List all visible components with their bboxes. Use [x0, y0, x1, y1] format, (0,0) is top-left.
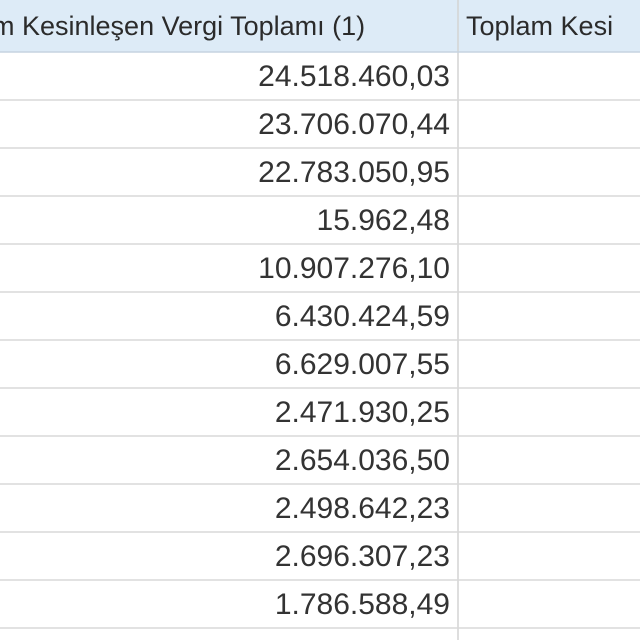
cell: 10.907.276,10 — [258, 252, 450, 285]
header-row — [0, 0, 640, 52]
rows: 24.518.460,03 23.706.070,44 22.783.050,95 1… — [0, 60, 640, 629]
cell: 6.629.007,55 — [275, 348, 450, 381]
cell: 2.471.930,25 — [275, 396, 450, 429]
cell: 24.518.460,03 — [258, 60, 450, 93]
cell: 23.706.070,44 — [258, 108, 450, 141]
cell: 15.962,48 — [317, 204, 450, 237]
cell: 1.786.588,49 — [275, 588, 450, 621]
cell: 2.696.307,23 — [275, 540, 450, 573]
cell: 2.498.642,23 — [275, 492, 450, 525]
cell: 2.654.036,50 — [275, 444, 450, 477]
cell: 6.430.424,59 — [275, 300, 450, 333]
header-cell: Toplam Kesi — [466, 11, 613, 41]
header-cell: m Kesinleşen Vergi Toplamı (1) — [0, 11, 365, 41]
cell: 22.783.050,95 — [258, 156, 450, 189]
